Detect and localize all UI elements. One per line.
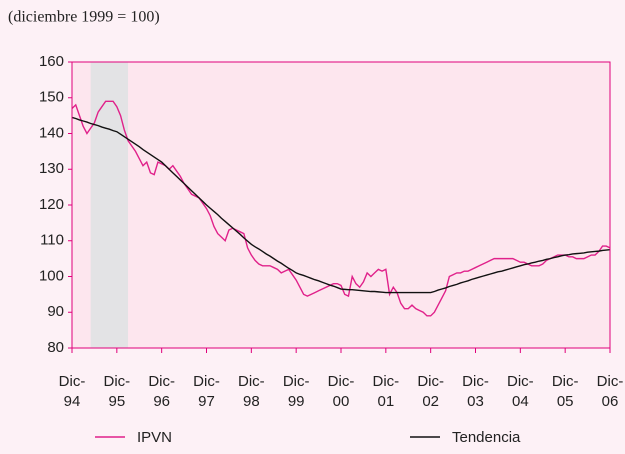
y-tick-label: 160 [39,53,64,70]
x-tick-label: Dic-97 [193,373,220,410]
y-tick-label: 90 [47,303,64,320]
series-line [71,100,611,317]
x-tick-label: Dic-00 [328,373,355,410]
series-line [71,116,611,294]
plot-area [72,62,610,348]
x-tick-label: Dic-04 [507,373,534,410]
x-tick-label: Dic-01 [372,373,399,410]
y-tick-label: 140 [39,124,64,141]
chart-subtitle: (diciembre 1999 = 100) [8,9,160,26]
y-tick-label: 80 [47,339,64,356]
legend-label: IPVN [137,429,172,446]
shaded-period [90,62,129,348]
x-tick-label: Dic-98 [238,373,265,410]
y-tick-label: 110 [40,232,64,249]
x-tick-label: Dic-95 [103,373,130,410]
legend-label: Tendencia [452,429,521,446]
y-tick-label: 130 [39,160,64,177]
x-tick-label: Dic-96 [148,373,175,410]
x-tick-label: Dic-02 [417,373,444,410]
x-tick-label: Dic-94 [59,373,86,410]
x-tick-label: Dic-06 [597,373,624,410]
y-tick-label: 100 [39,267,64,284]
plot-border [71,61,611,349]
y-tick-label: 150 [39,89,64,106]
x-tick-label: Dic-05 [552,373,579,410]
x-tick-label: Dic-99 [283,373,310,410]
y-tick-label: 120 [39,196,64,213]
x-tick-label: Dic-03 [462,373,489,410]
